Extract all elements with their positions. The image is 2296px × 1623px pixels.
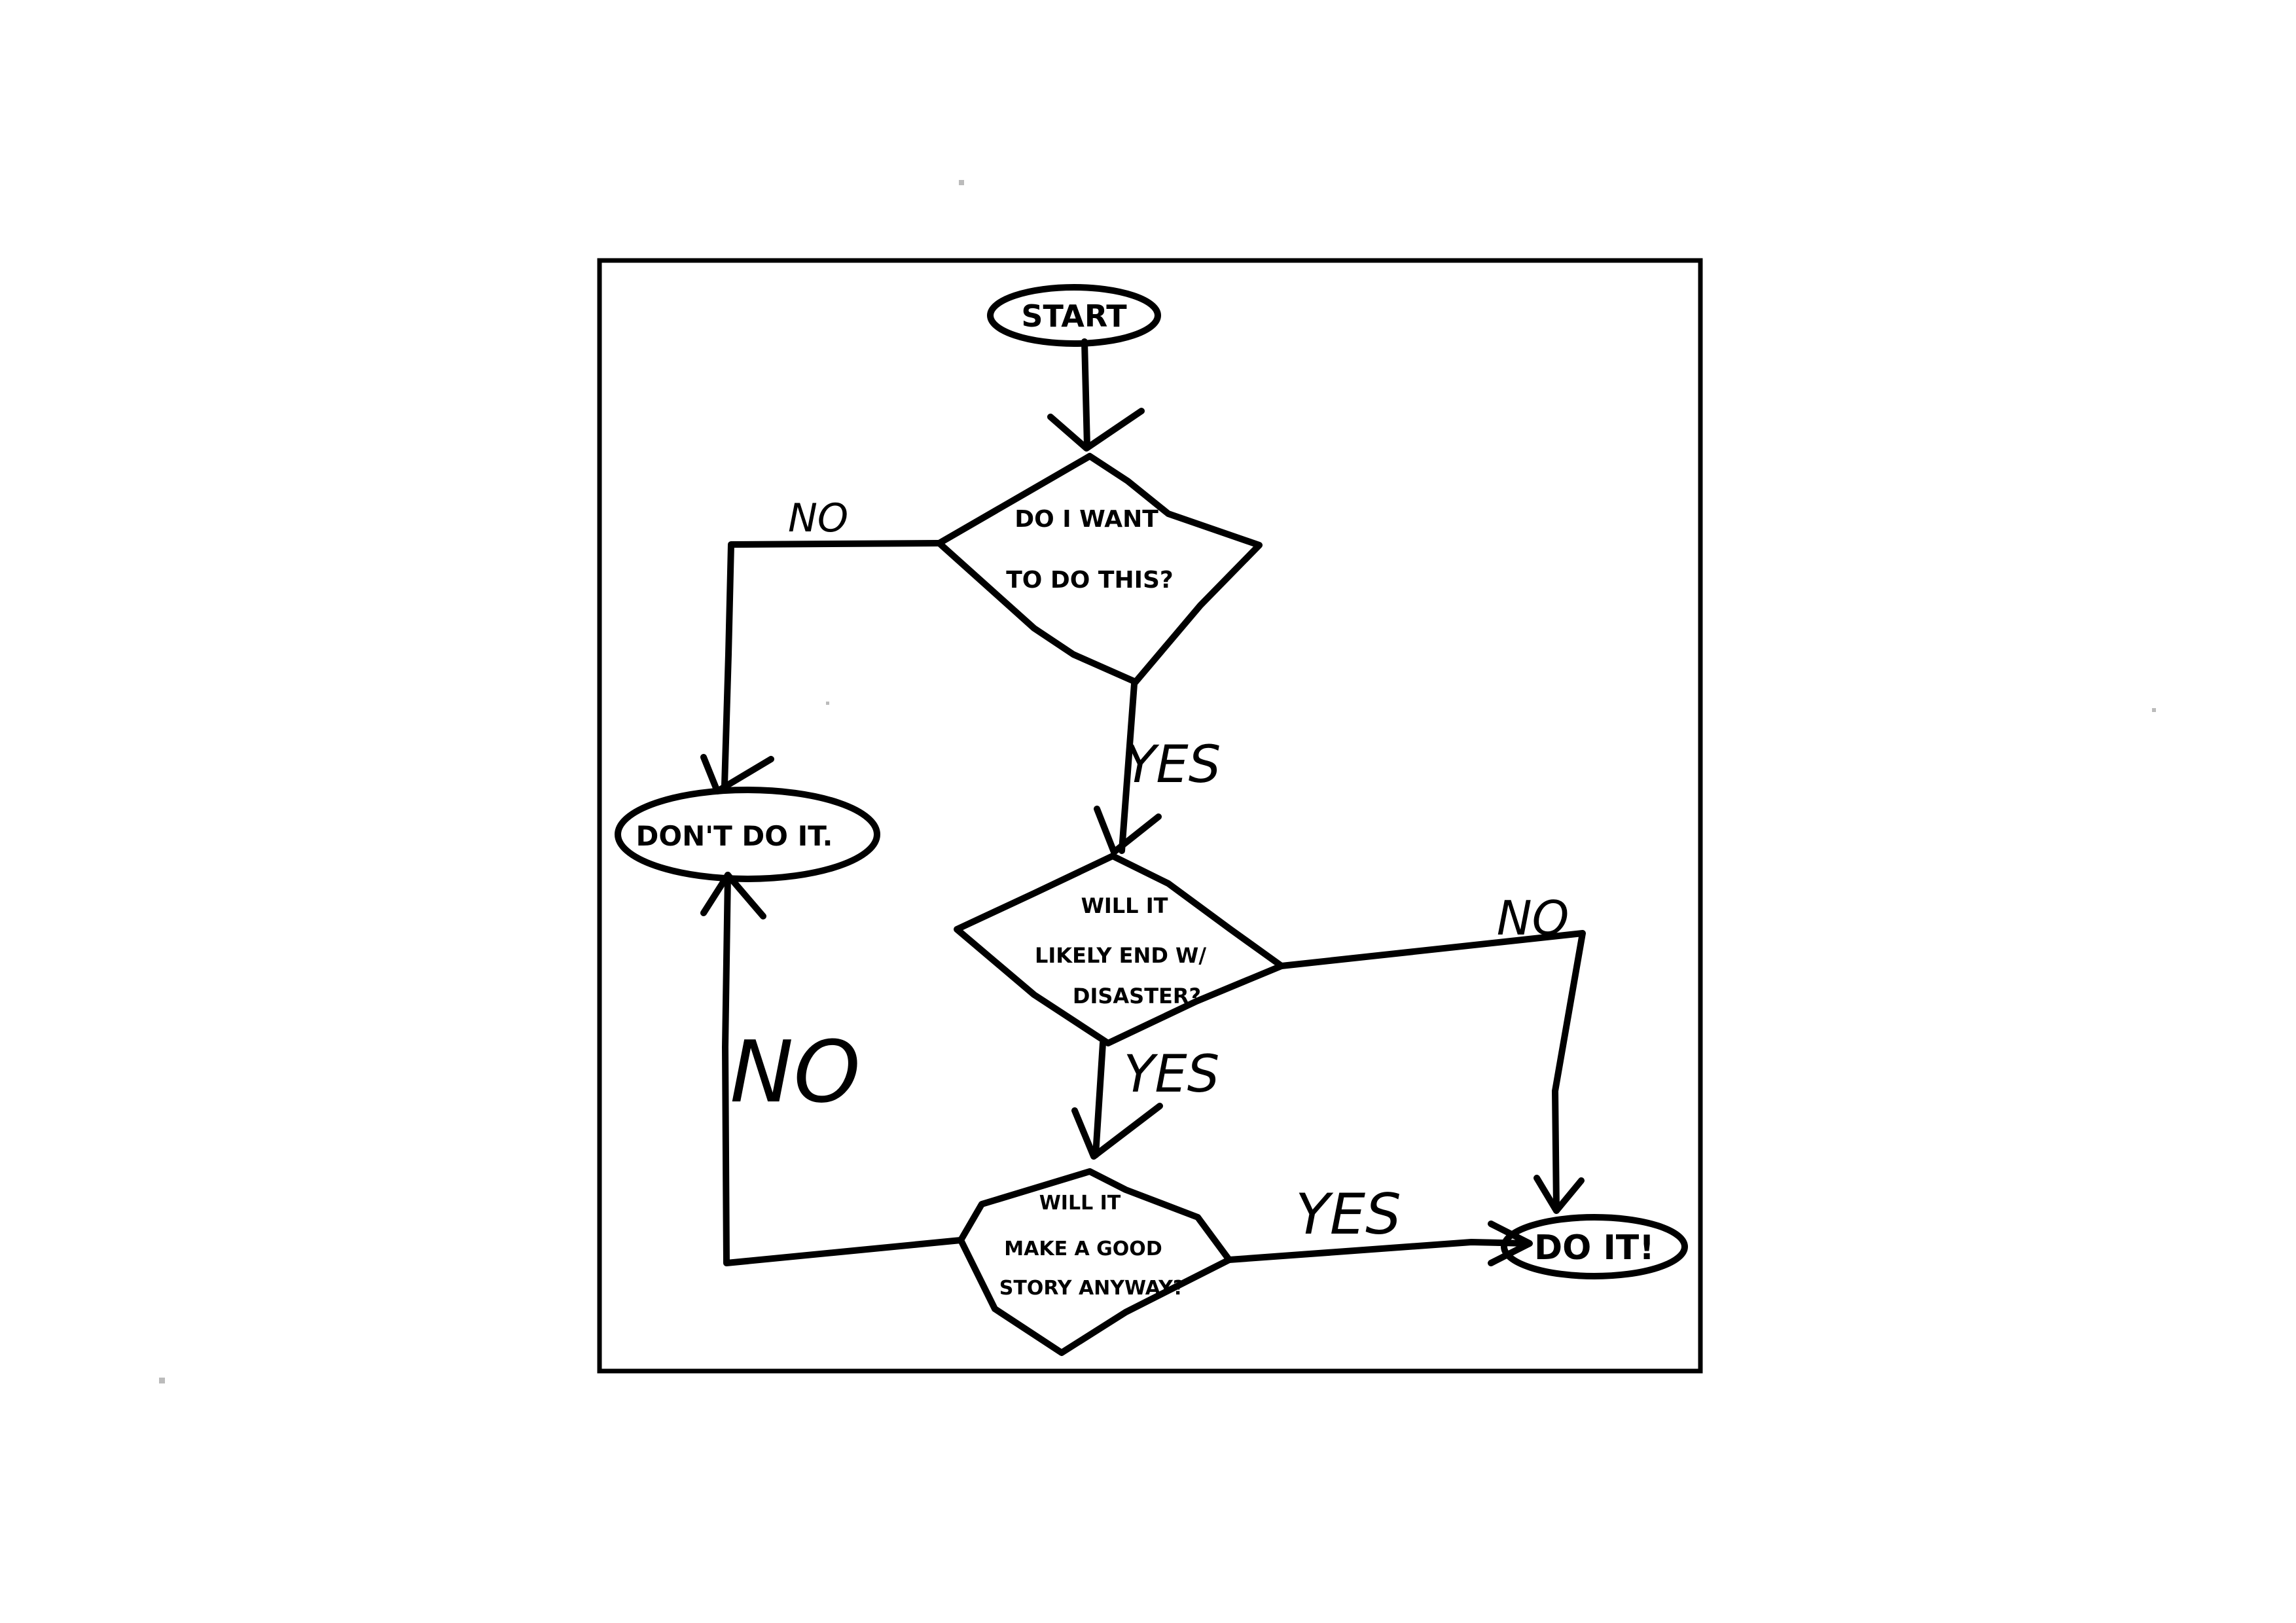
arrowhead-do-top [1534, 1175, 1585, 1214]
scan-speck [959, 180, 964, 185]
decision-disaster: WILL IT LIKELY END W/ DISASTER? [954, 853, 1285, 1046]
decision-want-line-1: DO I WANT [1014, 506, 1158, 533]
arrowhead-disaster [1094, 806, 1162, 855]
decision-story-diamond [958, 1168, 1232, 1356]
decision-disaster-line-2: LIKELY END W/ [1035, 943, 1206, 968]
decision-story-line-2: MAKE A GOOD [1004, 1238, 1162, 1260]
terminal-do-ellipse [1501, 1214, 1688, 1279]
edge-label-disaster-no: NO [1497, 891, 1570, 946]
terminal-do-label: DO IT! [1534, 1228, 1655, 1268]
arrowhead-do-left [1488, 1221, 1533, 1266]
terminal-dont: DON'T DO IT. [615, 787, 880, 882]
edge-label-story-yes: YES [1295, 1182, 1401, 1247]
edge-label-want-no: NO [788, 495, 848, 541]
connector-disaster-yes [1092, 1040, 1106, 1158]
scan-speck [159, 1378, 165, 1383]
decision-story-line-1: WILL IT [1039, 1192, 1121, 1215]
decision-story-line-3: STORY ANYWAY? [999, 1277, 1184, 1300]
decision-want: DO I WANT TO DO THIS? [936, 453, 1263, 685]
scan-speck [826, 702, 829, 705]
arrowhead-want [1047, 408, 1145, 452]
terminal-do: DO IT! [1501, 1214, 1688, 1279]
arrowhead-dont-bottom [700, 872, 766, 919]
connector-start-to-want [1081, 338, 1090, 450]
edge-label-disaster-yes: YES [1124, 1045, 1219, 1104]
terminal-dont-ellipse [615, 787, 880, 882]
scan-speck [2152, 708, 2156, 712]
start-label: START [1021, 298, 1127, 334]
decision-want-diamond [936, 453, 1263, 685]
connector-want-no [721, 540, 942, 789]
edge-label-story-no: NO [730, 1022, 861, 1122]
edge-label-want-yes: YES [1125, 736, 1221, 794]
connector-story-no [722, 872, 964, 1266]
diagram-frame [597, 258, 1703, 1374]
decision-story: WILL IT MAKE A GOOD STORY ANYWAY? [958, 1168, 1232, 1356]
connector-disaster-no [1278, 930, 1586, 1213]
decision-disaster-line-3: DISASTER? [1073, 984, 1201, 1008]
connector-story-yes [1226, 1239, 1532, 1263]
start-ellipse [987, 284, 1161, 347]
connector-want-yes [1119, 681, 1138, 854]
arrowhead-dont-top [700, 754, 774, 794]
decision-disaster-diamond [954, 853, 1285, 1046]
decision-disaster-line-1: WILL IT [1081, 893, 1168, 918]
arrowhead-story [1071, 1103, 1163, 1160]
start-node: START [987, 284, 1161, 347]
decision-want-line-2: TO DO THIS? [1006, 567, 1174, 594]
terminal-dont-label: DON'T DO IT. [636, 820, 833, 852]
